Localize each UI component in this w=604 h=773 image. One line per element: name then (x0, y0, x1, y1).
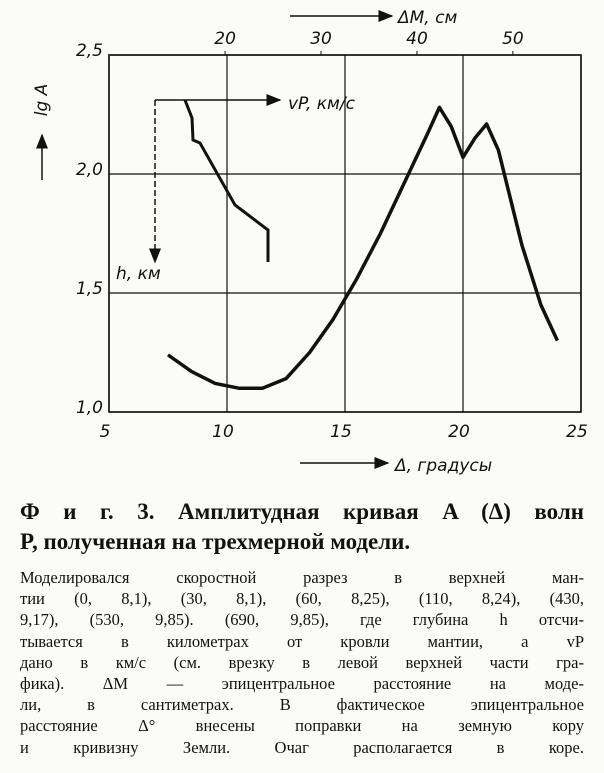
x-axis-label: Δ, градусы (393, 456, 492, 476)
x-tick-label: 10 (212, 422, 234, 442)
x-tick-label: 25 (566, 422, 588, 442)
x2-tick-label: 30 (310, 29, 332, 49)
inset-label: vP, км/с (288, 94, 356, 114)
caption-line: дано в км/с (см. врезку в левой верхней … (20, 652, 584, 672)
x-tick-label: 20 (448, 422, 470, 442)
caption-line: тывается в километрах от кровли мантии, … (20, 631, 584, 651)
caption-line: Моделировался скоростной разрез в верхне… (20, 568, 584, 587)
inset: vP, км/с h, км (116, 94, 356, 284)
caption-body: Моделировался скоростной разрез в верхне… (20, 567, 584, 758)
caption-line: фика). ΔM — эпицентральное расстояние на… (20, 674, 584, 694)
caption-line: расстояние Δ° внесены поправки на земную… (20, 716, 584, 736)
y-tick-label: 2,5 (76, 41, 103, 61)
data-line (166, 105, 559, 390)
x2-tick-label: 50 (502, 29, 524, 49)
inset-profile (183, 99, 270, 262)
caption-line: ли, в сантиметрах. В фактическое эпицент… (20, 695, 584, 715)
caption-line: Ф и г. 3. Амплитудная кривая A (Δ) волн (20, 499, 584, 524)
caption-line: P, полученная на трехмерной модели. (20, 529, 411, 554)
caption-title: Ф и г. 3. Амплитудная кривая A (Δ) волн P… (20, 497, 584, 557)
inset-label: h, км (116, 264, 161, 284)
caption-line: тии (0, 8,1), (30, 8,1), (60, 8,25), (11… (20, 589, 584, 609)
chart: ΔM, см Δ, градусы lg A vP, км/с h, км 5 1… (32, 8, 588, 476)
top-axis-label: ΔM, см (396, 8, 457, 28)
x2-tick-label: 20 (214, 29, 236, 49)
y-tick-label: 1,5 (76, 279, 103, 299)
caption-line: и кривизну Земли. Очаг располагается в к… (20, 737, 584, 757)
x-tick-label: 15 (330, 422, 352, 442)
y-tick-label: 2,0 (76, 160, 103, 180)
caption: Ф и г. 3. Амплитудная кривая A (Δ) волн P… (20, 497, 584, 758)
x-tick-label: 5 (100, 422, 111, 442)
caption-line: 9,17), (530, 9,85). (690, 9,85), где глу… (20, 610, 584, 630)
x2-tick-label: 40 (406, 29, 428, 49)
y-tick-label: 1,0 (76, 398, 103, 418)
y-axis-label: lg A (32, 84, 52, 117)
